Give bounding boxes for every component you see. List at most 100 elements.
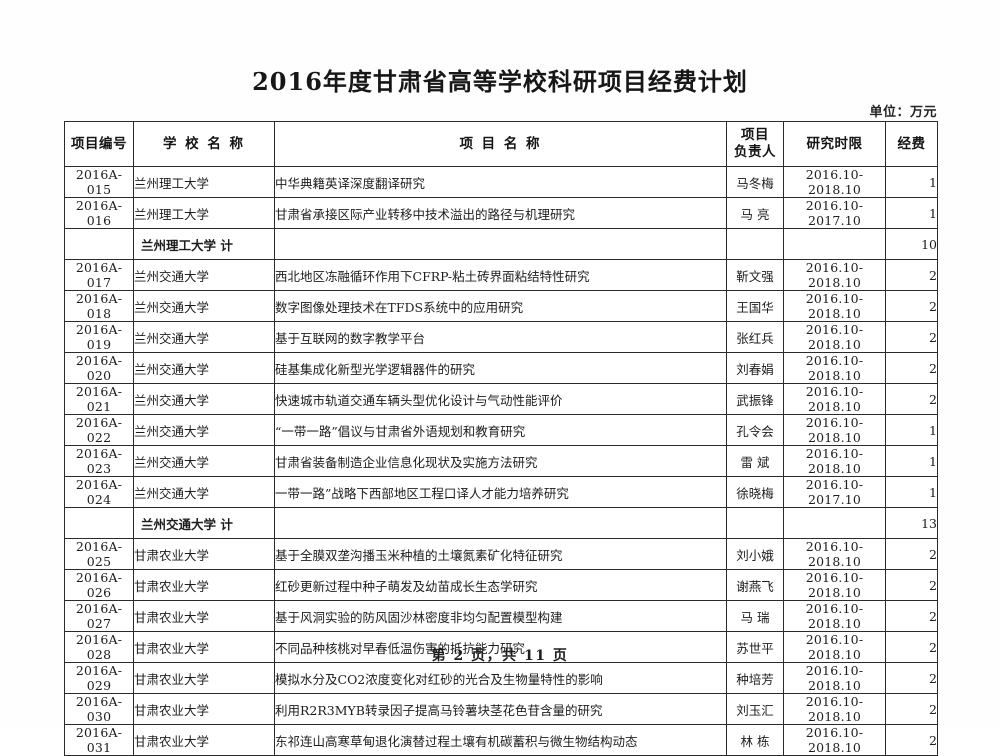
cell-project-id: 2016A-024: [64, 476, 134, 508]
cell-funding: 1: [885, 445, 938, 477]
cell-school-name: 甘肃农业大学: [133, 724, 275, 756]
cell-research-term: 2016.10-2018.10: [783, 600, 886, 632]
table-row: 2016A-021 兰州交通大学 快速城市轨道交通车辆头型优化设计与气动性能评价 武振…: [64, 383, 938, 415]
cell-project-leader: 马 瑞: [726, 600, 784, 632]
cell-funding: 2: [885, 259, 938, 291]
cell-research-term: 2016.10-2018.10: [783, 290, 886, 322]
cell-project-id: [64, 507, 134, 539]
cell-project-leader: 靳文强: [726, 259, 784, 291]
cell-project-leader: 苏世平: [726, 631, 784, 663]
cell-research-term: 2016.10-2018.10: [783, 166, 886, 198]
cell-project-id: 2016A-018: [64, 290, 134, 322]
cell-research-term: 2016.10-2017.10: [783, 197, 886, 229]
cell-research-term: 2016.10-2018.10: [783, 569, 886, 601]
cell-school-name: 兰州交通大学: [133, 414, 275, 446]
cell-school-name: 兰州交通大学: [133, 383, 275, 415]
cell-school-name: 兰州交通大学: [133, 259, 275, 291]
cell-project-id: 2016A-029: [64, 662, 134, 694]
funding-table-container: 项目编号 学 校 名 称 项 目 名 称 项目 负责人 研究时限 经费 2016…: [64, 121, 938, 756]
cell-project-leader: 刘小娥: [726, 538, 784, 570]
cell-project-leader: [726, 507, 784, 539]
cell-project-leader: 雷 斌: [726, 445, 784, 477]
cell-project-id: 2016A-022: [64, 414, 134, 446]
cell-project-id: 2016A-030: [64, 693, 134, 725]
cell-project-id: 2016A-015: [64, 166, 134, 198]
document-page: 2016年度甘肃省高等学校科研项目经费计划 单位：万元 项目编号 学 校 名 称…: [64, 67, 938, 756]
cell-project-id: 2016A-031: [64, 724, 134, 756]
cell-funding: 2: [885, 724, 938, 756]
cell-research-term: 2016.10-2018.10: [783, 724, 886, 756]
cell-research-term: 2016.10-2018.10: [783, 445, 886, 477]
table-row: 2016A-024 兰州交通大学 一带一路”战略下西部地区工程口译人才能力培养研究徐…: [64, 476, 938, 508]
cell-project-name: 红砂更新过程中种子萌发及幼苗成长生态学研究: [274, 569, 727, 601]
cell-project-leader: 王国华: [726, 290, 784, 322]
cell-project-name: 基于互联网的数字教学平台: [274, 321, 727, 353]
page-footer: 第 2 页，共 11 页: [431, 648, 569, 664]
table-row: 2016A-016 兰州理工大学 甘肃省承接区际产业转移中技术溢出的路径与机理研究马…: [64, 197, 938, 229]
table-row: 2016A-027 甘肃农业大学 基于风洞实验的防风固沙林密度非均匀配置模型构建马 …: [64, 600, 938, 632]
cell-project-leader: 孔令会: [726, 414, 784, 446]
cell-funding: 2: [885, 569, 938, 601]
cell-funding: 2: [885, 662, 938, 694]
table-row: 2016A-029 甘肃农业大学 模拟水分及CO2浓度变化对红砂的光合及生物量特性的…: [64, 662, 938, 694]
cell-project-leader: 马冬梅: [726, 166, 784, 198]
header-project-id: 项目编号: [64, 121, 134, 167]
cell-school-name: 甘肃农业大学: [133, 693, 275, 725]
cell-project-id: 2016A-021: [64, 383, 134, 415]
cell-funding: 2: [885, 383, 938, 415]
cell-funding: 2: [885, 693, 938, 725]
cell-project-id: 2016A-026: [64, 569, 134, 601]
cell-school-name: 甘肃农业大学: [133, 569, 275, 601]
cell-project-name: 模拟水分及CO2浓度变化对红砂的光合及生物量特性的影响: [274, 662, 727, 694]
cell-school-name: 兰州交通大学: [133, 290, 275, 322]
cell-research-term: 2016.10-2018.10: [783, 414, 886, 446]
cell-school-name: 甘肃农业大学: [133, 631, 275, 663]
cell-research-term: 2016.10-2018.10: [783, 538, 886, 570]
cell-research-term: 2016.10-2018.10: [783, 631, 886, 663]
header-project-leader: 项目 负责人: [726, 121, 784, 167]
cell-school-name: 兰州交通大学: [133, 476, 275, 508]
cell-project-name: 中华典籍英译深度翻译研究: [274, 166, 727, 198]
cell-research-term: 2016.10-2018.10: [783, 259, 886, 291]
cell-funding: 10: [885, 228, 938, 260]
cell-funding: 2: [885, 538, 938, 570]
cell-funding: 2: [885, 352, 938, 384]
cell-project-id: [64, 228, 134, 260]
cell-school-name: 兰州交通大学: [133, 352, 275, 384]
cell-project-name: 快速城市轨道交通车辆头型优化设计与气动性能评价: [274, 383, 727, 415]
header-funding: 经费: [885, 121, 938, 167]
cell-school-name: 兰州理工大学 计: [133, 228, 275, 260]
cell-project-name: [274, 507, 727, 539]
cell-school-name: 兰州交通大学 计: [133, 507, 275, 539]
cell-funding: 1: [885, 166, 938, 198]
cell-school-name: 甘肃农业大学: [133, 538, 275, 570]
subtotal-row: 兰州理工大学 计 10: [64, 228, 938, 260]
cell-project-id: 2016A-019: [64, 321, 134, 353]
cell-project-id: 2016A-016: [64, 197, 134, 229]
cell-project-leader: [726, 228, 784, 260]
table-header-row: 项目编号 学 校 名 称 项 目 名 称 项目 负责人 研究时限 经费: [64, 121, 938, 167]
cell-research-term: 2016.10-2018.10: [783, 662, 886, 694]
cell-project-leader: 刘春娟: [726, 352, 784, 384]
cell-funding: 1: [885, 414, 938, 446]
cell-project-name: 东祁连山高寒草甸退化演替过程土壤有机碳蓄积与微生物结构动态: [274, 724, 727, 756]
cell-research-term: [783, 507, 886, 539]
page-title: 2016年度甘肃省高等学校科研项目经费计划: [252, 67, 748, 96]
cell-school-name: 甘肃农业大学: [133, 662, 275, 694]
table-row: 2016A-018 兰州交通大学 数字图像处理技术在TFDS系统中的应用研究 王国华 2…: [64, 290, 938, 322]
cell-project-leader: 张红兵: [726, 321, 784, 353]
cell-project-leader: 徐晓梅: [726, 476, 784, 508]
cell-project-leader: 马 亮: [726, 197, 784, 229]
cell-funding: 2: [885, 290, 938, 322]
header-research-term: 研究时限: [783, 121, 886, 167]
header-leader-line1: 项目: [741, 127, 769, 144]
table-row: 2016A-030 甘肃农业大学 利用R2R3MYB转录因子提高马铃薯块茎花色苷含量…: [64, 693, 938, 725]
table-row: 2016A-017 兰州交通大学 西北地区冻融循环作用下CFRP-粘土砖界面粘结特性…: [64, 259, 938, 291]
cell-project-name: 一带一路”战略下西部地区工程口译人才能力培养研究: [274, 476, 727, 508]
table-row: 2016A-015 兰州理工大学 中华典籍英译深度翻译研究 马冬梅 2016.10-20…: [64, 166, 938, 198]
cell-research-term: 2016.10-2018.10: [783, 383, 886, 415]
cell-funding: 1: [885, 476, 938, 508]
table-row: 2016A-026 甘肃农业大学 红砂更新过程中种子萌发及幼苗成长生态学研究 谢燕飞 2…: [64, 569, 938, 601]
cell-research-term: 2016.10-2018.10: [783, 352, 886, 384]
cell-research-term: 2016.10-2017.10: [783, 476, 886, 508]
